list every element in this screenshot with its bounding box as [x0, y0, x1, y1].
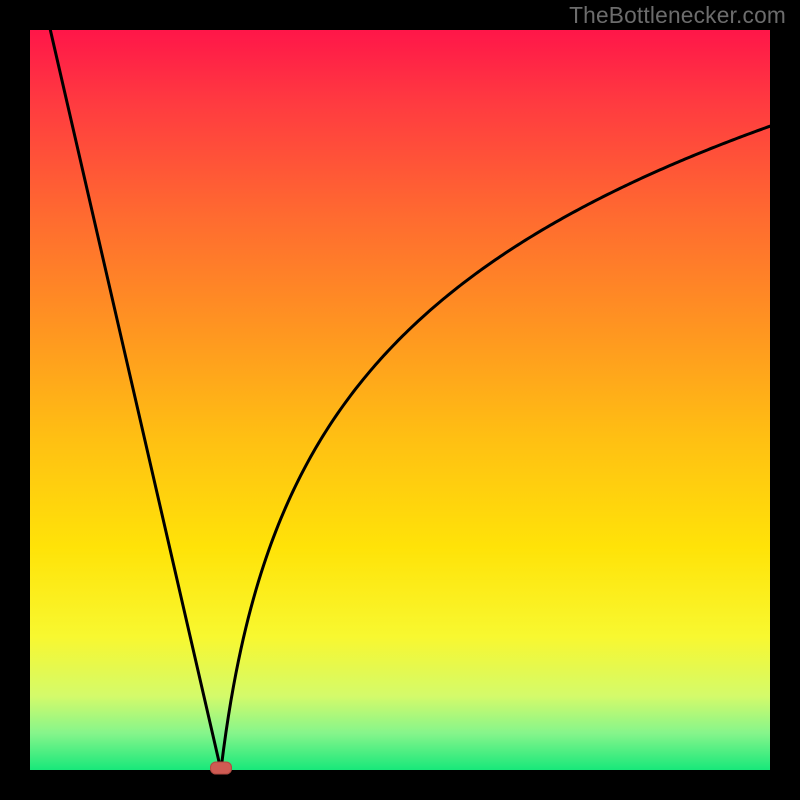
curve-path: [50, 30, 770, 770]
plot-area: [30, 30, 770, 770]
chart-frame: TheBottlenecker.com: [0, 0, 800, 800]
watermark-label: TheBottlenecker.com: [569, 2, 786, 29]
bottleneck-curve: [30, 30, 770, 770]
optimum-marker: [210, 761, 232, 774]
